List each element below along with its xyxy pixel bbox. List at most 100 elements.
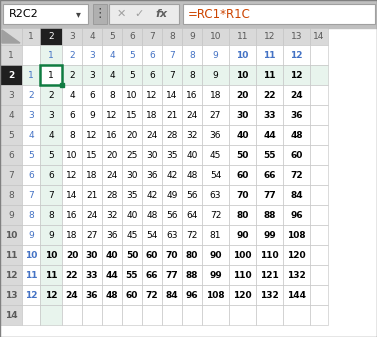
Bar — [283, 185, 310, 205]
Bar — [0, 185, 22, 205]
Text: 8: 8 — [48, 211, 54, 219]
Bar — [122, 265, 142, 285]
Text: 6: 6 — [149, 51, 155, 60]
Bar — [229, 65, 256, 85]
Text: 10: 10 — [25, 250, 37, 259]
Bar — [229, 28, 256, 45]
Bar — [283, 165, 310, 185]
Bar — [256, 285, 283, 305]
Bar — [82, 145, 102, 165]
Text: 66: 66 — [146, 271, 158, 279]
Bar — [22, 225, 40, 245]
Text: 72: 72 — [146, 290, 158, 300]
Text: 30: 30 — [86, 250, 98, 259]
Bar — [182, 145, 202, 165]
Bar — [142, 285, 162, 305]
Text: 2: 2 — [8, 70, 14, 80]
Text: 9: 9 — [8, 211, 14, 219]
Bar — [0, 0, 377, 28]
Text: 84: 84 — [290, 190, 303, 200]
Bar — [40, 125, 62, 145]
Bar — [256, 28, 283, 45]
Text: 2: 2 — [48, 32, 54, 41]
Text: 11: 11 — [25, 271, 37, 279]
Bar — [162, 145, 182, 165]
Text: 121: 121 — [260, 271, 279, 279]
Bar — [40, 28, 62, 45]
Bar — [182, 125, 202, 145]
Text: 7: 7 — [28, 190, 34, 200]
Bar — [22, 28, 40, 45]
Bar — [310, 185, 328, 205]
Text: 13: 13 — [5, 290, 17, 300]
Text: 11: 11 — [237, 32, 248, 41]
Text: 5: 5 — [48, 151, 54, 159]
Bar — [62, 305, 82, 325]
Text: 6: 6 — [28, 171, 34, 180]
Text: 40: 40 — [236, 130, 249, 140]
Bar — [60, 83, 63, 87]
Text: 8: 8 — [189, 70, 195, 80]
Bar — [0, 28, 22, 45]
Bar — [283, 145, 310, 165]
Text: 9: 9 — [28, 231, 34, 240]
Text: 15: 15 — [126, 111, 138, 120]
Bar — [82, 225, 102, 245]
Bar — [310, 125, 328, 145]
Text: 72: 72 — [210, 211, 221, 219]
Text: 12: 12 — [106, 111, 118, 120]
Text: 9: 9 — [213, 51, 218, 60]
Bar — [256, 85, 283, 105]
Bar — [229, 265, 256, 285]
Bar — [102, 65, 122, 85]
Bar — [22, 285, 40, 305]
Text: 36: 36 — [146, 171, 158, 180]
Bar — [182, 285, 202, 305]
Bar — [0, 85, 22, 105]
Bar — [162, 205, 182, 225]
Text: 40: 40 — [106, 250, 118, 259]
Bar — [310, 28, 328, 45]
Bar — [142, 245, 162, 265]
Bar — [256, 205, 283, 225]
Bar — [162, 245, 182, 265]
Text: 1: 1 — [48, 70, 54, 80]
Bar — [182, 265, 202, 285]
Text: 12: 12 — [264, 32, 275, 41]
Text: 48: 48 — [290, 130, 303, 140]
Text: 30: 30 — [146, 151, 158, 159]
Bar — [182, 165, 202, 185]
Text: 21: 21 — [86, 190, 98, 200]
Text: 90: 90 — [236, 231, 249, 240]
Text: 14: 14 — [66, 190, 78, 200]
Bar — [256, 145, 283, 165]
Text: 10: 10 — [66, 151, 78, 159]
Bar — [102, 305, 122, 325]
Text: 25: 25 — [126, 151, 138, 159]
Bar — [122, 205, 142, 225]
Text: 30: 30 — [236, 111, 249, 120]
Bar — [22, 45, 40, 65]
Bar — [109, 4, 179, 24]
Text: 35: 35 — [126, 190, 138, 200]
Text: 12: 12 — [66, 171, 78, 180]
Text: 11: 11 — [45, 271, 57, 279]
Text: 4: 4 — [8, 111, 14, 120]
Text: 108: 108 — [206, 290, 225, 300]
Text: 99: 99 — [209, 271, 222, 279]
Bar — [162, 305, 182, 325]
Text: 10: 10 — [45, 250, 57, 259]
Bar — [283, 225, 310, 245]
Bar — [102, 125, 122, 145]
Bar — [122, 185, 142, 205]
Text: 7: 7 — [48, 190, 54, 200]
Bar — [102, 45, 122, 65]
Text: 70: 70 — [236, 190, 249, 200]
Text: 7: 7 — [8, 171, 14, 180]
Bar — [122, 305, 142, 325]
Text: 44: 44 — [263, 130, 276, 140]
Bar — [283, 305, 310, 325]
Text: 44: 44 — [106, 271, 118, 279]
Text: 22: 22 — [263, 91, 276, 99]
Text: 8: 8 — [109, 91, 115, 99]
